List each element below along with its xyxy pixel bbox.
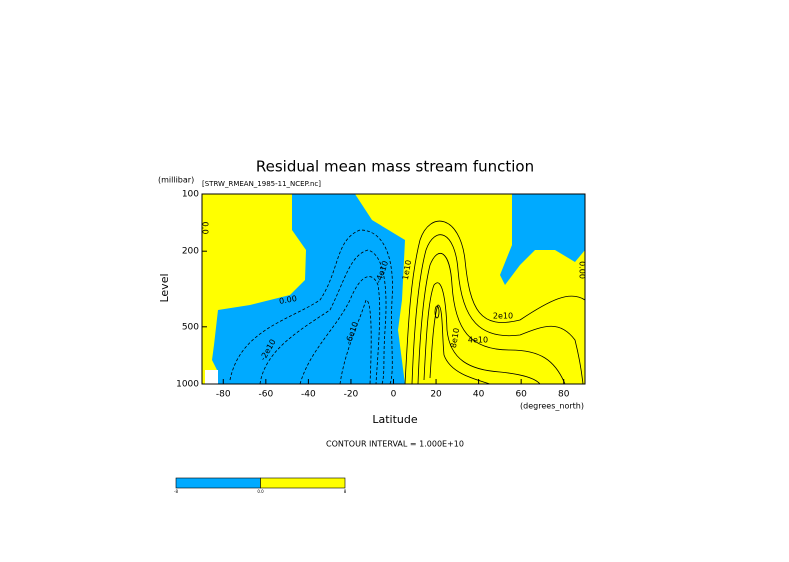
y-unit: (millibar): [158, 176, 194, 185]
y-tick-label: 1000: [176, 380, 199, 390]
contour-label: 4e10: [468, 336, 488, 345]
x-tick-label: -80: [216, 390, 231, 400]
y-tick-label: 100: [182, 190, 199, 200]
contour-line: [404, 220, 586, 385]
contour-label: 1e10: [401, 259, 413, 280]
colorbar-swatch: [175, 477, 261, 489]
y-axis-label: Level: [158, 273, 171, 302]
colorbar-label: 0.0: [257, 489, 264, 494]
x-axis-label: Latitude: [372, 413, 418, 426]
contour-label: 0.0: [201, 222, 210, 235]
contour-label: 8e10: [449, 327, 461, 348]
chart-subtitle: [STRW_RMEAN_1985-11_NCEP.nc]: [202, 180, 321, 188]
colorbar-label: 8: [344, 489, 347, 494]
x-tick-label: 0: [391, 390, 397, 400]
x-unit: (degrees_north): [520, 402, 584, 411]
chart-title: Residual mean mass stream function: [256, 158, 534, 176]
plot-fill: [202, 194, 585, 384]
contour-line: [417, 253, 566, 385]
negative-region: [212, 194, 405, 384]
y-tick-label: 500: [182, 322, 199, 332]
missing-region: [205, 370, 218, 384]
contour-line: [434, 305, 440, 319]
contour-line: [429, 304, 491, 385]
colorbar-label: -8: [174, 489, 178, 494]
contour-label: 0.00: [578, 261, 587, 279]
contour-label: 0.00: [278, 294, 297, 306]
contour-line: [339, 299, 372, 385]
x-tick-label: 20: [430, 390, 442, 400]
contour-line: [229, 229, 393, 385]
contour-line: [299, 276, 381, 385]
y-tick-label: 200: [182, 247, 199, 257]
contour-label: 2e10: [493, 312, 513, 321]
x-tick-label: 60: [515, 390, 527, 400]
contour-interval: CONTOUR INTERVAL = 1.000E+10: [326, 440, 464, 449]
x-tick-label: -20: [344, 390, 359, 400]
x-tick-label: -40: [301, 390, 316, 400]
negative-region: [500, 194, 585, 285]
colorbar-swatch: [260, 477, 346, 489]
x-tick-label: 40: [473, 390, 485, 400]
contours: [229, 220, 586, 385]
x-tick-label: -60: [258, 390, 273, 400]
contour-line: [423, 282, 541, 385]
contour-line: [411, 234, 584, 385]
x-tick-label: 80: [558, 390, 570, 400]
contour-line: [259, 249, 387, 385]
